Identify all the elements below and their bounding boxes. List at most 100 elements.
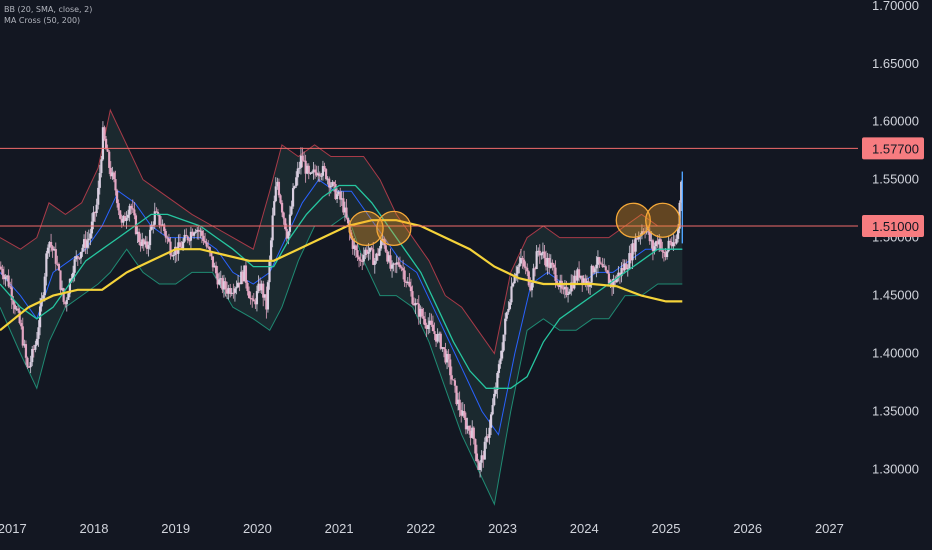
candle-body (128, 205, 131, 215)
candle-body (365, 249, 369, 254)
candle-body (89, 233, 92, 239)
horizontal-levels[interactable] (0, 147, 858, 227)
time-axis[interactable]: 2017 2018 2019 2020 2021 2022 2023 2024 2025 2026… (0, 521, 844, 536)
candle-body (31, 348, 34, 363)
candle-body (240, 271, 243, 285)
candle-body (166, 237, 169, 239)
candle-body (409, 286, 413, 292)
candle-body (287, 231, 290, 239)
candle-body (54, 249, 57, 264)
y-tick-label: 1.35000 (872, 403, 919, 418)
candle-body (200, 230, 204, 236)
candle-body (197, 229, 200, 232)
candle-body (356, 250, 359, 258)
bb-indicator-label[interactable]: BB (20, SMA, close, 2) (4, 5, 93, 14)
price-label-text: 1.57700 (872, 141, 919, 156)
candle-body (392, 263, 395, 265)
candle-body (502, 334, 505, 351)
candle-body (21, 326, 24, 346)
candle-body (284, 218, 287, 230)
candle-body (526, 267, 529, 272)
candle-body (218, 279, 221, 285)
candle-body (236, 282, 240, 288)
candle-body (26, 357, 29, 367)
candle-body (381, 238, 384, 241)
candle-body (84, 239, 87, 248)
candle-body (615, 277, 618, 283)
candle-body (2, 274, 6, 280)
candle-body (342, 198, 345, 213)
candle-body (125, 217, 128, 221)
candle-body (219, 278, 222, 280)
candle-body (131, 208, 134, 210)
candle-body (221, 278, 224, 290)
candle-body (408, 281, 411, 287)
x-tick-label: 2018 (80, 521, 109, 536)
candle-body (401, 268, 405, 271)
candle-body (637, 236, 640, 240)
candle-body (7, 275, 10, 287)
candle-body (156, 212, 160, 214)
candle-body (343, 207, 347, 213)
candle-body (656, 241, 659, 245)
candle-body (229, 288, 232, 294)
y-tick-label: 1.65000 (872, 56, 919, 71)
candle-body (78, 257, 81, 259)
candle-body (12, 300, 15, 305)
candle-body (104, 138, 108, 150)
candle-body (482, 455, 485, 460)
candle-body (167, 238, 171, 242)
candle-body (298, 167, 301, 169)
candle-body (90, 221, 94, 234)
candle-body (318, 173, 321, 177)
candle-body (306, 165, 309, 174)
candle-body (562, 288, 565, 290)
candle-body (265, 294, 268, 310)
price-label-box (862, 137, 924, 160)
candle-body (626, 268, 629, 270)
candle-body (425, 325, 428, 330)
highlight-circle (615, 202, 651, 238)
candle-body (106, 149, 109, 152)
ma-cross-indicator-label[interactable]: MA Cross (50, 200) (4, 16, 81, 25)
candle-body (75, 256, 78, 260)
candle-body (148, 229, 152, 246)
candle-body (386, 251, 389, 262)
candle-body (185, 234, 188, 237)
candle-body (359, 259, 362, 262)
candle-body (282, 212, 285, 219)
candle-body (141, 239, 144, 246)
candle-body (645, 231, 648, 233)
candle-body (422, 316, 425, 319)
candle-body (345, 207, 348, 218)
candle-body (510, 286, 513, 303)
candle-body (420, 308, 424, 317)
candle-body (202, 235, 205, 242)
candle-body (199, 230, 202, 232)
candle-body (455, 385, 458, 405)
candle-body (114, 179, 117, 191)
candle-body (467, 425, 471, 431)
candle-body (290, 206, 293, 215)
candle-body (417, 303, 420, 317)
candle-body (414, 302, 417, 306)
candle-body (478, 462, 482, 470)
candle-body (516, 266, 519, 274)
candle-body (67, 293, 70, 300)
price-axis[interactable]: 1.700001.650001.600001.550001.500001.450… (862, 0, 924, 476)
candle-body (207, 246, 210, 248)
candle-body (449, 359, 452, 376)
candle-body (599, 263, 603, 265)
candle-body (269, 240, 273, 261)
candle-body (71, 272, 75, 279)
candle-body (254, 301, 257, 305)
x-tick-label: 2019 (161, 521, 190, 536)
candle-body (346, 217, 350, 224)
candle-body (667, 240, 670, 252)
candle-body (378, 248, 381, 256)
candle-body (433, 331, 436, 335)
candle-body (86, 240, 89, 248)
candle-body (579, 275, 582, 278)
candle-body (460, 409, 463, 416)
